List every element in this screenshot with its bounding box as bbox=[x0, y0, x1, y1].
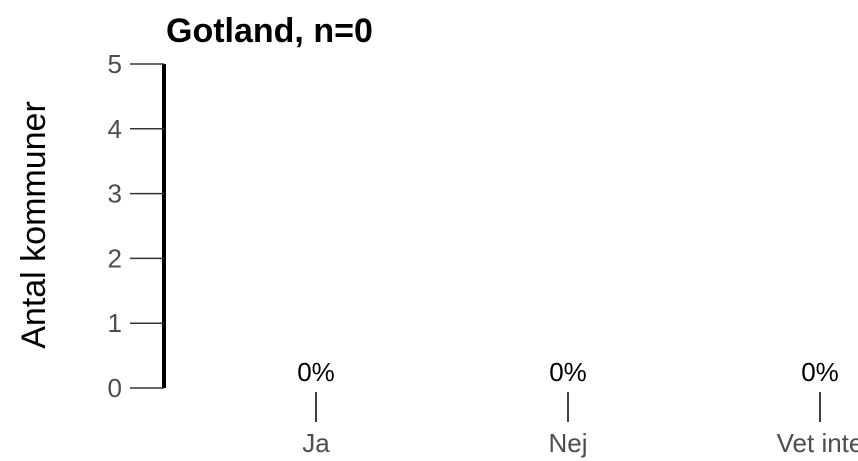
bars: 0% 0% 0% bbox=[297, 357, 839, 422]
y-axis-label: Antal kommuner bbox=[15, 101, 53, 349]
x-axis: Ja Nej Vet inte bbox=[302, 428, 858, 458]
bar-data-label: 0% bbox=[801, 357, 839, 387]
bar-data-label: 0% bbox=[549, 357, 587, 387]
y-axis: 0 1 2 3 4 5 bbox=[108, 49, 166, 403]
bar-data-label: 0% bbox=[297, 357, 335, 387]
y-tick-label: 1 bbox=[108, 308, 122, 338]
x-tick-label: Ja bbox=[302, 428, 330, 458]
y-tick-label: 5 bbox=[108, 49, 122, 79]
y-tick-label: 3 bbox=[108, 179, 122, 209]
x-tick-label: Nej bbox=[548, 428, 587, 458]
y-tick-label: 0 bbox=[108, 373, 122, 403]
y-tick-label: 2 bbox=[108, 243, 122, 273]
y-tick-label: 4 bbox=[108, 114, 122, 144]
x-tick-label: Vet inte bbox=[777, 428, 858, 458]
chart-title: Gotland, n=0 bbox=[166, 12, 373, 50]
